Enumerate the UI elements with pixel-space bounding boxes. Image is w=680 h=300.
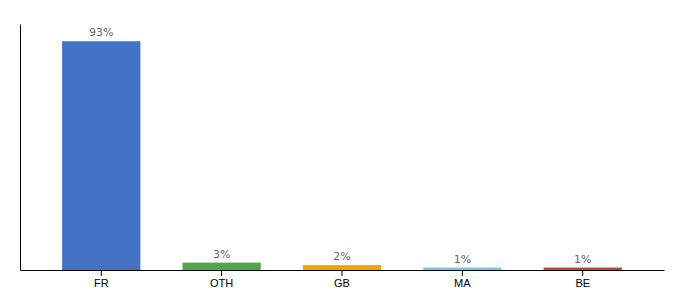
x-tick-mark	[101, 270, 102, 276]
bars	[62, 41, 622, 270]
data-label: 93%	[89, 26, 113, 39]
data-labels: 93% 3% 2% 1% 1%	[89, 26, 591, 265]
data-label: 1%	[574, 253, 591, 266]
x-tick-label: FR	[94, 277, 109, 289]
x-tick-label: BE	[575, 277, 590, 289]
page: {"chart_data": {"type": "bar", "categori…	[0, 0, 680, 300]
y-axis-line	[20, 25, 21, 271]
x-tick-mark	[582, 270, 583, 276]
x-tick: OTH	[210, 270, 233, 289]
plot-area: FR OTH GB MA BE 93% 3% 2% 1% 1%	[21, 25, 665, 289]
x-tick-label: OTH	[210, 277, 233, 289]
chart-svg: FR OTH GB MA BE 93% 3% 2% 1% 1%	[0, 0, 680, 300]
bar	[62, 41, 140, 270]
x-tick: FR	[94, 270, 109, 289]
bar	[303, 265, 381, 270]
data-label: 2%	[333, 250, 350, 263]
x-tick: MA	[454, 270, 471, 289]
x-tick-label: MA	[454, 277, 471, 289]
x-tick: GB	[334, 270, 350, 289]
data-label: 3%	[213, 248, 230, 261]
x-axis: FR OTH GB MA BE	[21, 270, 665, 289]
bar	[423, 268, 501, 270]
x-tick-label: GB	[334, 277, 350, 289]
x-tick-mark	[342, 270, 343, 276]
bar	[183, 263, 261, 270]
x-tick-mark	[221, 270, 222, 276]
chart-container: FR OTH GB MA BE 93% 3% 2% 1% 1%	[0, 0, 680, 300]
x-tick-mark	[462, 270, 463, 276]
y-axis	[20, 25, 21, 271]
x-tick: BE	[575, 270, 590, 289]
bar	[544, 268, 622, 270]
data-label: 1%	[454, 253, 471, 266]
